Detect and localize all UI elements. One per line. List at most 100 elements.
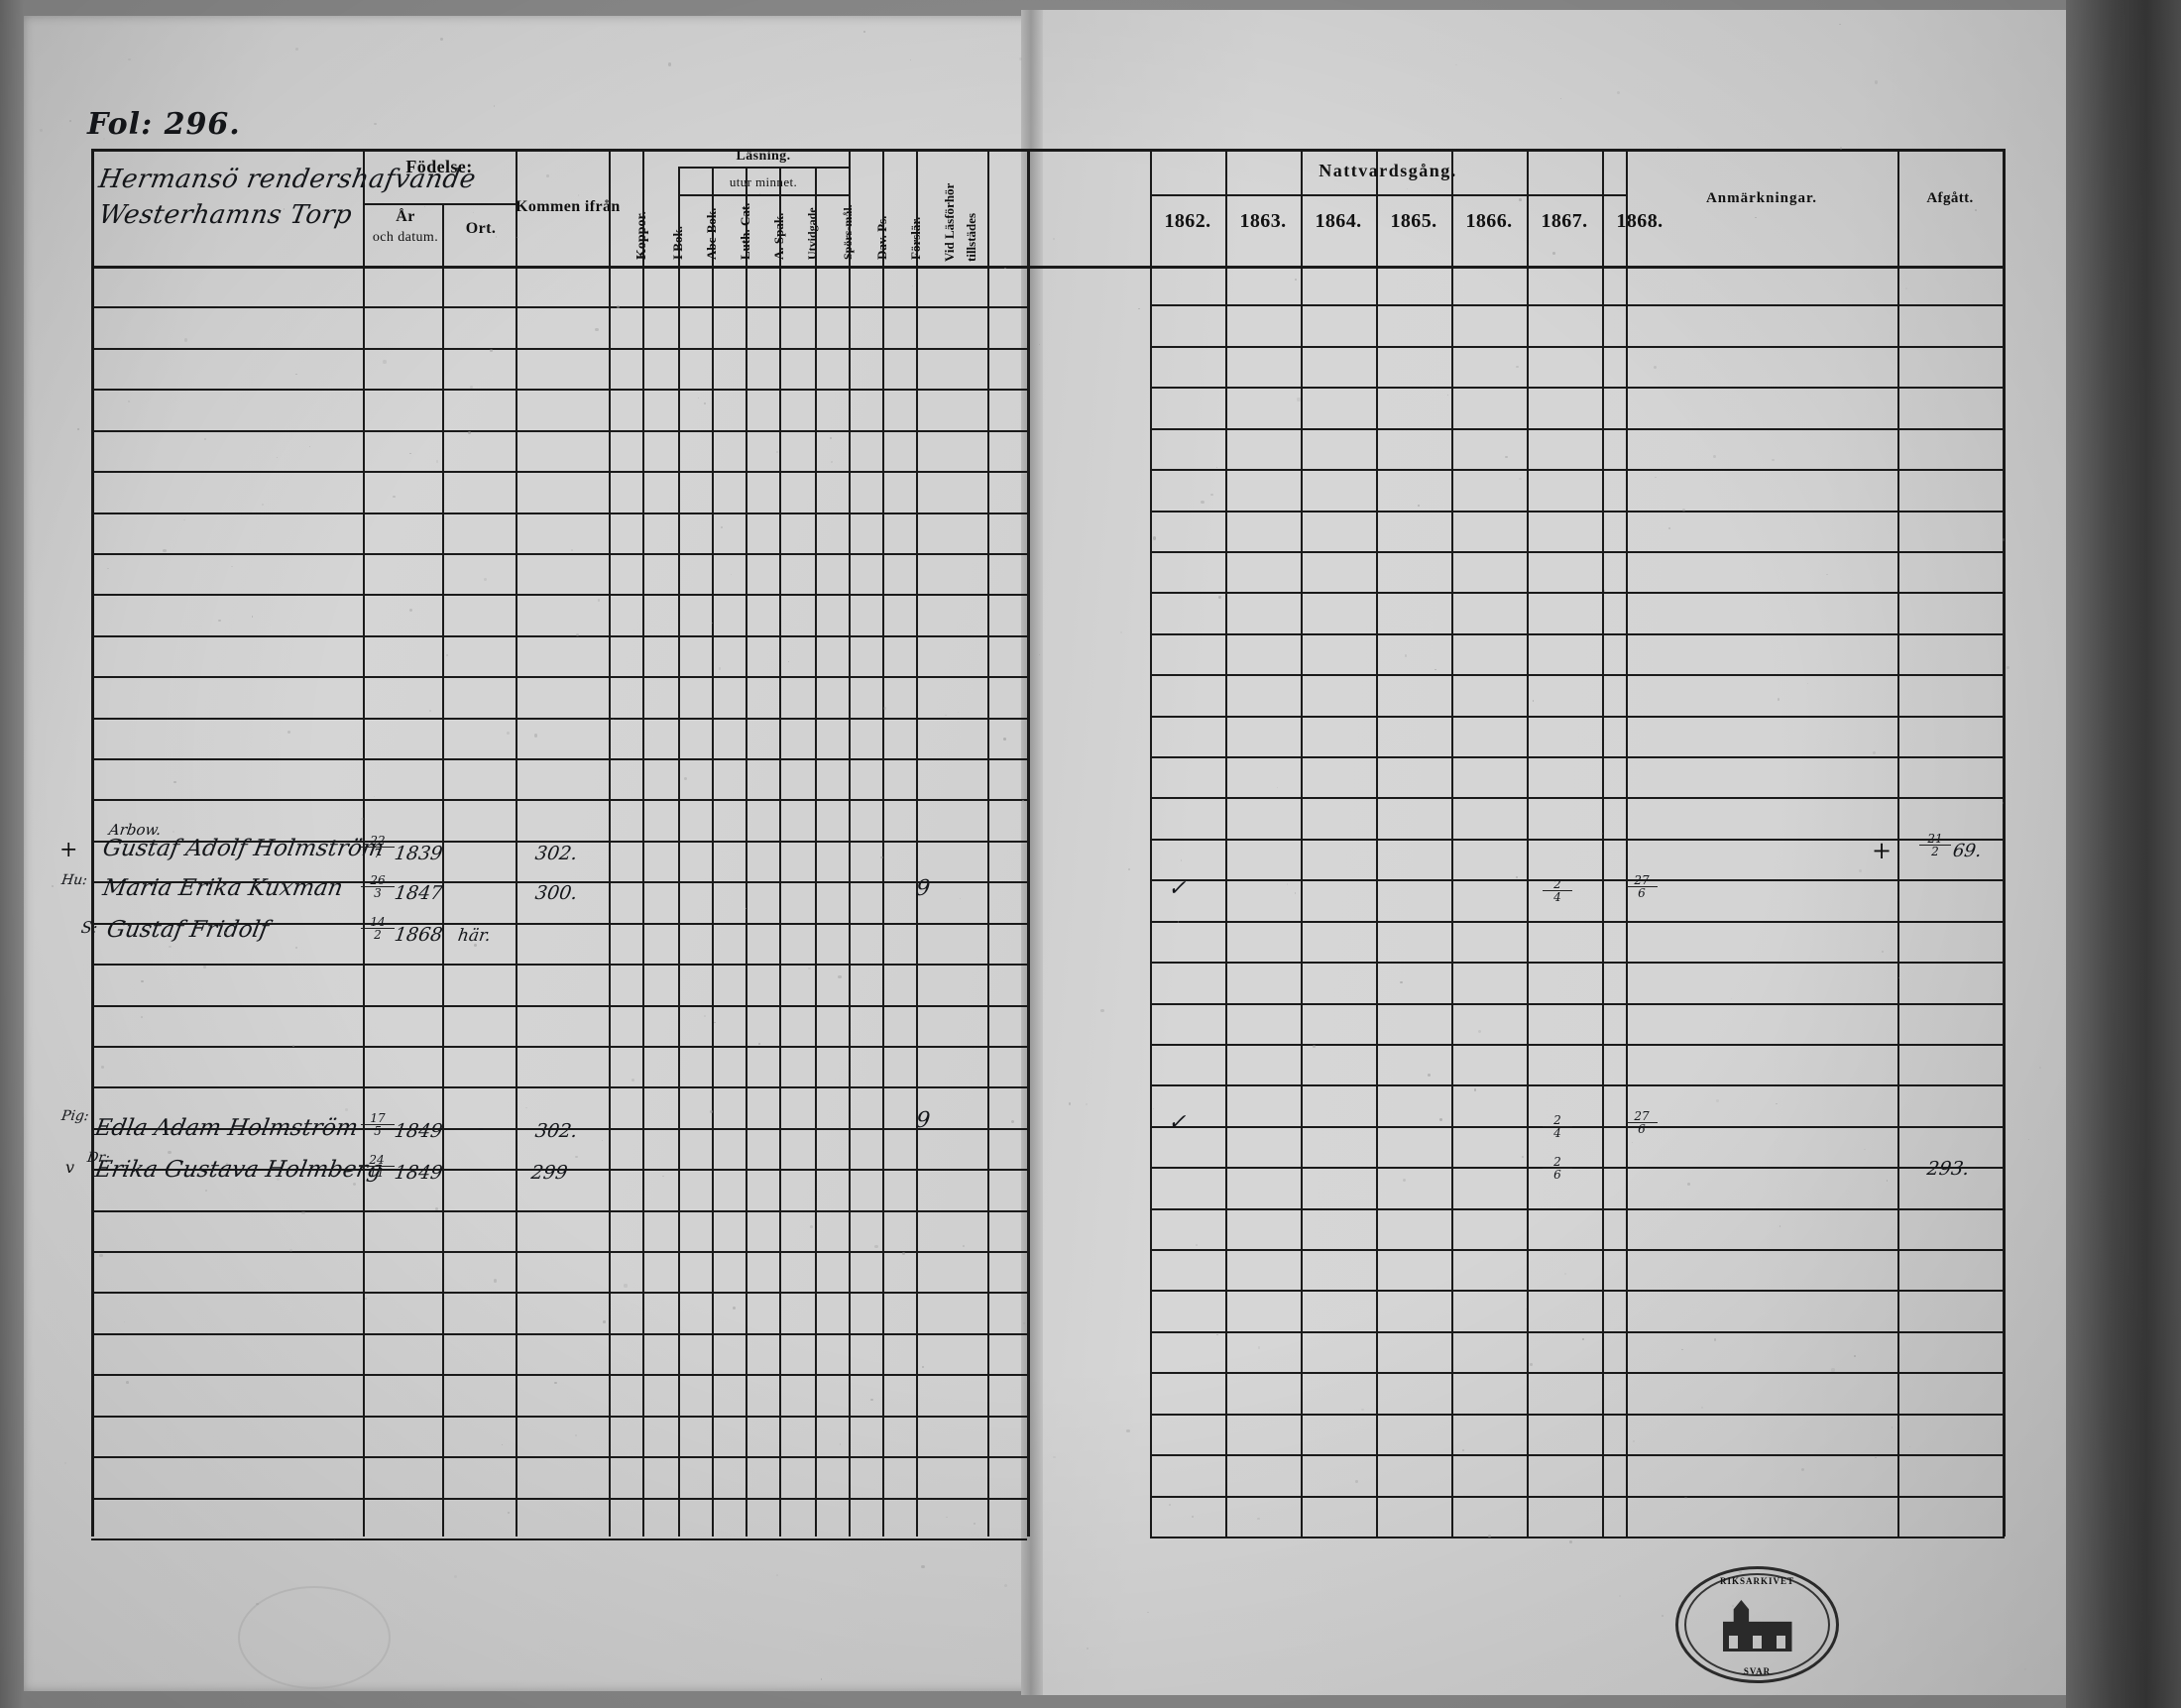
row-rule <box>91 512 1027 514</box>
archive-stamp: RIKSARKIVET SVAR <box>1675 1566 1839 1683</box>
paper-speck <box>1418 505 1420 507</box>
year-header-1864: 1864. <box>1301 210 1376 233</box>
stamp-window <box>1777 1636 1785 1649</box>
row-rule <box>1150 1044 2005 1046</box>
paper-speck <box>203 966 206 968</box>
paper-speck <box>205 1190 207 1192</box>
paper-speck <box>808 968 811 970</box>
paper-speck <box>1739 1570 1741 1572</box>
entry-tillstades: 9 <box>915 1108 932 1133</box>
row-rule <box>1150 428 2005 430</box>
paper-speck <box>383 360 386 363</box>
paper-speck <box>141 1016 143 1018</box>
grid-v <box>1897 149 1899 1537</box>
paper-speck <box>1218 596 1221 599</box>
row-rule <box>91 1086 1027 1088</box>
paper-speck <box>1677 147 1678 148</box>
row-rule <box>1150 1167 2005 1169</box>
paper-speck <box>1859 869 1862 872</box>
row-rule <box>1150 1126 2005 1128</box>
paper-speck <box>684 777 687 780</box>
table-top-rule <box>91 149 2005 152</box>
paper-speck <box>226 1163 228 1165</box>
household-heading-line2: Westerhamns Torp <box>96 200 354 230</box>
departed-header: Afgått. <box>1897 190 2003 207</box>
row-rule <box>91 1333 1027 1335</box>
row-rule <box>1150 469 2005 471</box>
entry-birth-date: 14 2 <box>361 916 395 941</box>
paper-speck <box>172 831 174 833</box>
row-rule <box>91 799 1027 801</box>
paper-speck <box>77 428 79 430</box>
paper-speck <box>1582 1338 1584 1340</box>
paper-speck <box>575 1156 577 1158</box>
paper-speck <box>624 1284 627 1287</box>
row-rule <box>91 389 1027 391</box>
right-edge-shadow <box>2066 0 2181 1708</box>
paper-speck <box>1713 455 1716 458</box>
entry-come-from: 299 <box>529 1162 568 1184</box>
paper-speck <box>578 194 579 195</box>
col-sporsmal-header: Spörs-mål. <box>841 204 856 260</box>
paper-speck <box>1601 833 1603 835</box>
birth-year-header: År <box>363 208 448 226</box>
paper-speck <box>662 1176 663 1177</box>
entry-birth-date: 17 5 <box>361 1112 395 1137</box>
row-rule <box>91 1210 1027 1212</box>
birth-place-header: Ort. <box>448 220 514 238</box>
paper-speck <box>963 1245 965 1247</box>
paper-speck <box>719 667 722 670</box>
row-rule <box>91 1416 1027 1418</box>
paper-speck <box>1297 398 1300 400</box>
remarks-header: Anmärkningar. <box>1626 190 1897 207</box>
paper-speck <box>603 1320 605 1322</box>
row-rule <box>1150 1372 2005 1374</box>
entry-come-from: 302. <box>533 1120 578 1142</box>
communion-month: 6 <box>1626 1122 1658 1135</box>
paper-speck <box>40 129 43 132</box>
entry-tillstades: 9 <box>915 876 932 901</box>
paper-speck <box>902 1252 905 1255</box>
paper-speck <box>424 206 425 207</box>
paper-speck <box>484 578 487 581</box>
paper-speck <box>1192 1516 1194 1518</box>
entry-group-label: Pig: <box>60 1108 90 1124</box>
communion-day: 27 <box>1626 1110 1658 1122</box>
row-rule <box>1150 674 2005 676</box>
row-rule <box>91 306 1027 308</box>
paper-speck <box>595 328 598 331</box>
paper-speck <box>1488 1535 1491 1537</box>
paper-speck <box>1126 1429 1129 1432</box>
paper-speck <box>1519 478 1521 480</box>
departed-month: 2 <box>1919 845 1951 857</box>
grid-v <box>2003 149 2006 1537</box>
paper-speck <box>1801 1468 1804 1471</box>
paper-speck <box>831 461 833 463</box>
communion-month: 4 <box>1543 890 1572 903</box>
birth-day: 24 <box>359 1154 395 1166</box>
communion-group-header: Nattvardsgång. <box>1150 161 1626 181</box>
entry-departed-year: 69. <box>1952 841 1984 861</box>
grid-v <box>1301 149 1303 1537</box>
paper-speck <box>1522 1156 1524 1158</box>
entry-name: Edla Adam Holmström <box>93 1115 360 1141</box>
row-rule <box>91 1538 1027 1540</box>
entry-communion-1862: ✓ <box>1168 1110 1186 1135</box>
paper-speck <box>502 1444 503 1445</box>
book-gutter <box>1021 10 1043 1695</box>
entry-birth-place: här. <box>457 926 493 946</box>
paper-speck <box>668 62 671 65</box>
col-abc-bok-header: Abc-Bok. <box>704 208 720 260</box>
row-rule <box>91 1292 1027 1294</box>
entry-left-mark: + <box>59 838 77 862</box>
paper-speck <box>163 549 166 552</box>
reading-group-rule <box>678 167 849 169</box>
paper-speck <box>507 732 510 735</box>
paper-speck <box>301 1211 304 1214</box>
paper-speck <box>840 1443 841 1444</box>
paper-speck <box>1714 1338 1717 1341</box>
paper-speck <box>374 123 376 125</box>
paper-speck <box>821 1678 823 1680</box>
paper-speck <box>1022 800 1024 802</box>
paper-speck <box>374 796 375 797</box>
